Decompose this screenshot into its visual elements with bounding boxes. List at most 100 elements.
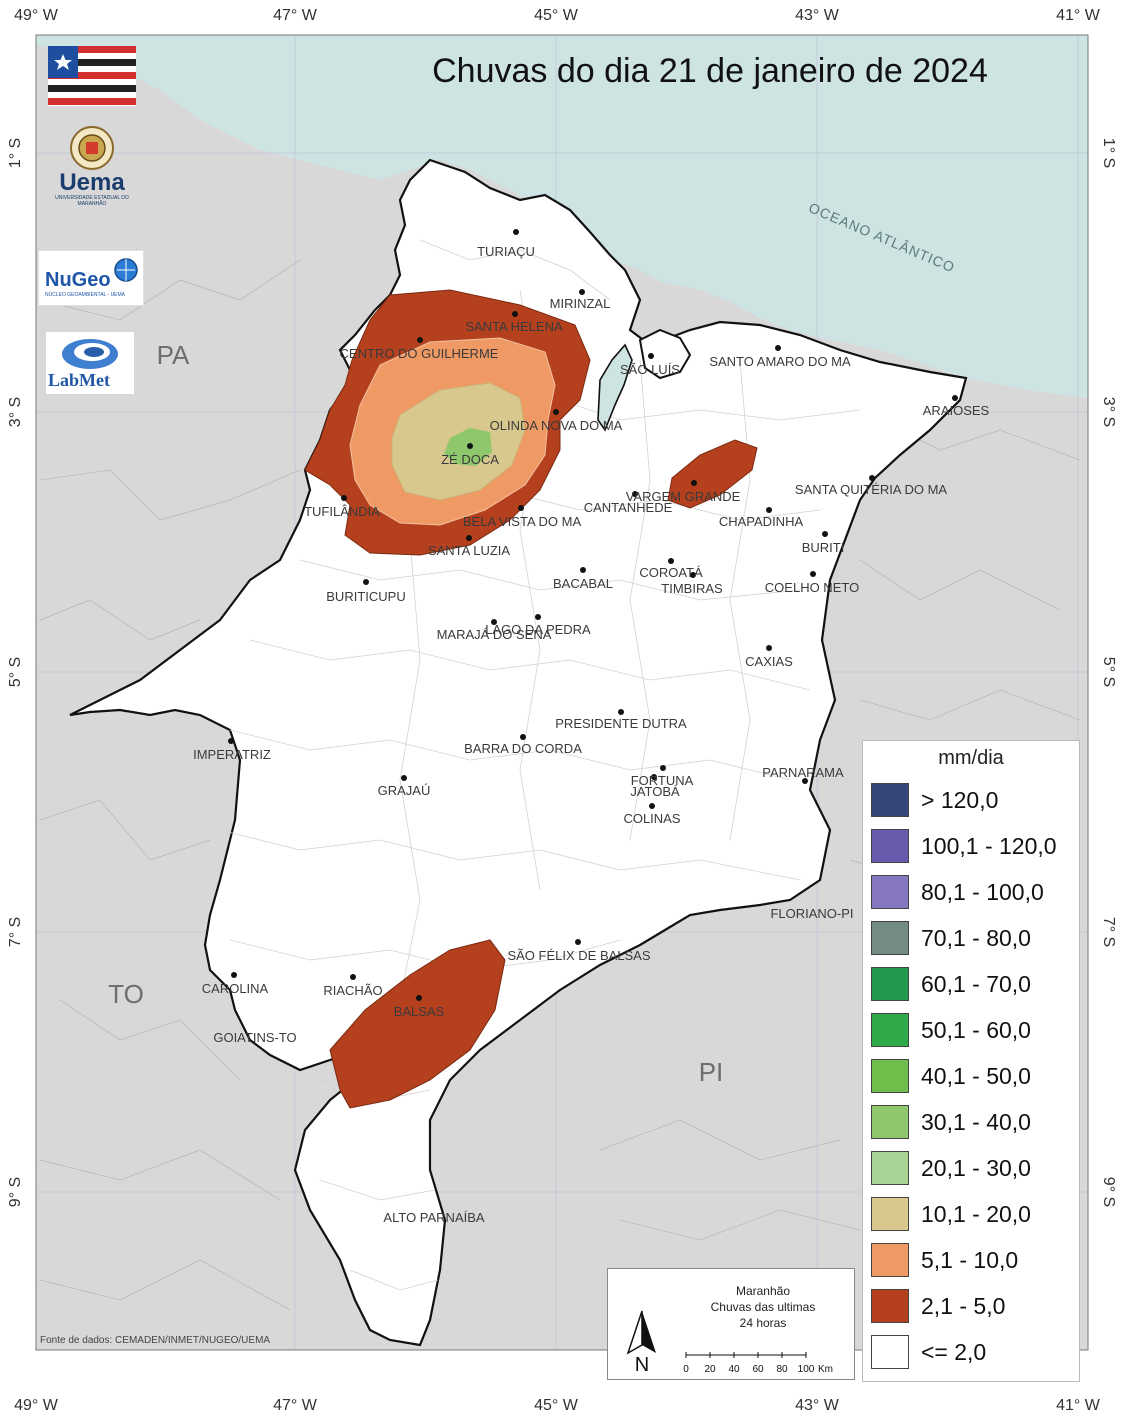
city-label: ARAIOSES [923,403,990,418]
lon-tick-label: 41° W [1056,1397,1101,1414]
city-label: BARRA DO CORDA [464,741,582,756]
legend-label: 5,1 - 10,0 [921,1247,1019,1273]
legend-swatch [871,875,909,909]
info-period: 24 horas [739,1316,787,1330]
legend-label: 70,1 - 80,0 [921,925,1031,951]
city-label: MIRINZAL [550,296,611,311]
legend-swatch [871,1243,909,1277]
city-label: SÃO FÉLIX DE BALSAS [507,948,650,963]
legend-swatch [871,921,909,955]
legend-label: 10,1 - 20,0 [921,1201,1031,1227]
city-label: CANTANHEDE [584,500,673,515]
city-label: FLORIANO-PI [770,906,853,921]
legend: mm/dia > 120,0 100,1 - 120,0 80,1 - 100,0 7… [862,740,1080,1382]
city-label: GRAJAÚ [378,783,431,798]
lat-ticks-right: 1° S 3° S 5° S 7° S 9° S [1100,138,1117,1207]
lat-tick-label: 3° S [1100,397,1117,427]
city-label: SANTA LUZIA [428,543,510,558]
legend-swatch [871,1289,909,1323]
city-label: OLINDA NOVA DO MA [490,418,623,433]
legend-label: 40,1 - 50,0 [921,1063,1031,1089]
lat-tick-label: 9° S [7,1177,24,1207]
legend-label: <= 2,0 [921,1339,987,1365]
city-label: JATOBÁ [630,784,680,799]
city-label: SANTA HELENA [465,319,563,334]
city-label: CHAPADINHA [719,514,804,529]
info-description: Chuvas das ultimas [710,1300,816,1314]
legend-item: 60,1 - 70,0 [871,967,1081,1007]
scale-tick-label: 0 [683,1364,689,1375]
labmet-logo: LabMet [46,332,134,394]
city-label: CENTRO DO GUILHERME [340,346,499,361]
north-label: N [635,1354,649,1373]
lon-ticks-top: 49° W 47° W 45° W 43° W 41° W [14,7,1101,24]
legend-label: 80,1 - 100,0 [921,879,1044,905]
scale-tick-label: 80 [776,1364,788,1375]
legend-item: 10,1 - 20,0 [871,1197,1081,1237]
city-label: PRESIDENTE DUTRA [555,716,687,731]
lat-tick-label: 1° S [1100,138,1117,168]
lat-tick-label: 7° S [1100,917,1117,947]
city-label: TURIAÇU [477,244,535,259]
lon-tick-label: 45° W [534,7,579,24]
lon-tick-label: 43° W [795,1397,840,1414]
city-label: CAXIAS [745,654,793,669]
labmet-swirl-icon [62,339,118,369]
city-label: LAGO DA PEDRA [485,622,591,637]
scale-bar: 0 20 40 60 80 100 Km [683,1352,833,1375]
city-label: COROATÁ [639,565,703,580]
nugeo-logo-text: NuGeo [45,269,111,291]
city-label: SANTO AMARO DO MA [709,354,851,369]
legend-label: 60,1 - 70,0 [921,971,1031,997]
lon-tick-label: 47° W [273,7,318,24]
city-label: FORTUNA [631,773,694,788]
legend-swatch [871,1013,909,1047]
map-frame [35,34,1089,1351]
lat-tick-label: 7° S [7,917,24,947]
city-label: VARGEM GRANDE [626,489,741,504]
nugeo-logo-subtext: NÚCLEO GEOAMBIENTAL - UEMA [45,292,126,298]
info-region: Maranhão [735,1284,791,1298]
legend-label: > 120,0 [921,787,999,813]
city-label: PARNARAMA [762,765,844,780]
city-labels: TURIAÇU MIRINZAL SANTA HELENA CENTRO DO … [193,244,989,1225]
city-label: COLINAS [623,811,680,826]
city-label: GOIATINS-TO [213,1030,296,1045]
legend-item: 100,1 - 120,0 [871,829,1081,869]
legend-title: mm/dia [938,747,1004,769]
legend-item: 2,1 - 5,0 [871,1289,1081,1329]
uema-seal-icon [70,126,114,170]
legend-swatch [871,1151,909,1185]
legend-item: 30,1 - 40,0 [871,1105,1081,1145]
legend-item: 40,1 - 50,0 [871,1059,1081,1099]
lon-ticks-bottom: 49° W 47° W 45° W 43° W 41° W [14,1397,1101,1414]
city-label: CAROLINA [202,981,269,996]
uema-logo-subtext: UNIVERSIDADE ESTADUAL DO MARANHÃO [55,195,129,207]
uema-logo-text: Uema [59,169,125,196]
legend-label: 2,1 - 5,0 [921,1293,1006,1319]
legend-swatch [871,967,909,1001]
city-label: BACABAL [553,576,613,591]
city-label: BALSAS [394,1004,445,1019]
state-label-to: TO [108,979,144,1009]
lat-tick-label: 3° S [7,397,24,427]
nugeo-logo: NuGeo NÚCLEO GEOAMBIENTAL - UEMA [38,250,144,306]
city-label: BURITICUPU [326,589,405,604]
legend-swatch [871,1197,909,1231]
legend-item: 5,1 - 10,0 [871,1243,1081,1283]
legend-swatch [871,1105,909,1139]
city-label: ZÉ DOCA [441,452,499,467]
legend-label: 20,1 - 30,0 [921,1155,1031,1181]
zone-2-5-east [667,439,758,509]
lat-ticks-left: 1° S 3° S 5° S 7° S 9° S [7,138,24,1207]
legend-swatch [871,783,909,817]
legend-item: 50,1 - 60,0 [871,1013,1081,1053]
legend-item: 20,1 - 30,0 [871,1151,1081,1191]
city-label: RIACHÃO [323,983,382,998]
city-label: MARAJÁ DO SENA [437,627,552,642]
uema-logo: Uema UNIVERSIDADE ESTADUAL DO MARANHÃO [46,125,138,225]
legend-item: 80,1 - 100,0 [871,875,1081,915]
map-title: Chuvas do dia 21 de janeiro de 2024 [432,52,988,90]
legend-label: 50,1 - 60,0 [921,1017,1031,1043]
city-label: ALTO PARNAÍBA [383,1210,484,1225]
